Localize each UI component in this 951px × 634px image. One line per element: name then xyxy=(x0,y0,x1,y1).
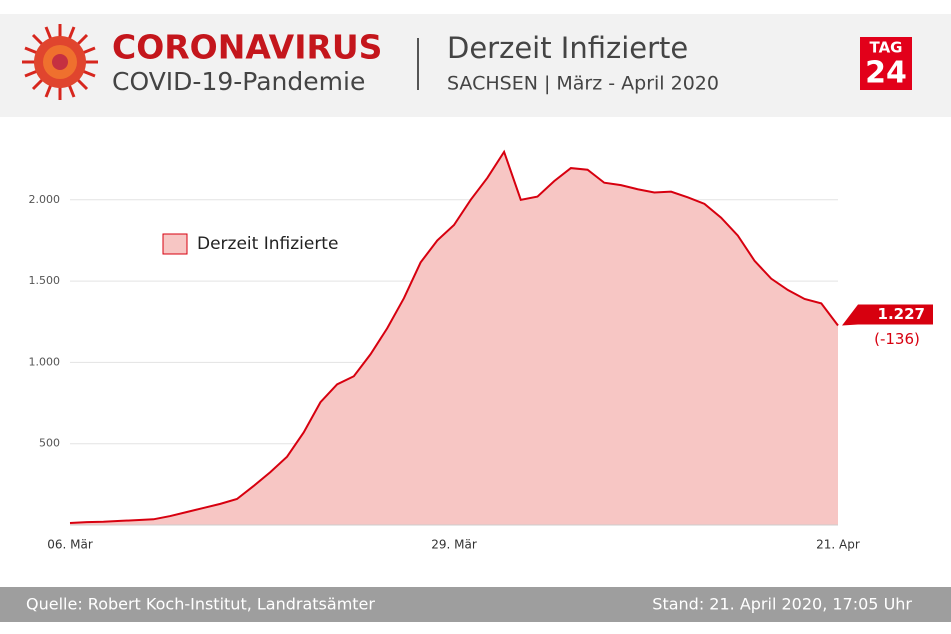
x-tick-label: 29. Mär xyxy=(431,538,477,552)
footer-bg xyxy=(0,587,951,622)
chart-subtitle: SACHSEN | März - April 2020 xyxy=(447,73,719,95)
plot: 500 1.000 1.500 2.000 06. Mär 29. Mär 21. Apr 1… xyxy=(29,149,933,552)
legend-swatch xyxy=(162,233,188,255)
line xyxy=(69,149,839,525)
logo xyxy=(860,37,912,90)
y-tick-label: 2.000 xyxy=(29,193,61,206)
y-tick-label: 500 xyxy=(39,437,60,450)
chart-title: Derzeit Infizierte xyxy=(447,31,688,65)
y-tick-label: 1.000 xyxy=(29,355,61,368)
footer-date: Stand: 21. April 2020, 17:05 Uhr xyxy=(652,595,912,614)
x-tick-label: 21. Apr xyxy=(816,538,860,552)
value-label: 1.227 xyxy=(878,305,925,323)
logo-bottom: 24 xyxy=(865,56,907,91)
logo-top: TAG xyxy=(870,39,903,57)
y-tick-label: 1.500 xyxy=(29,274,61,287)
footer-source: Quelle: Robert Koch-Institut, Landratsäm… xyxy=(26,595,375,614)
header-subtitle: COVID-19-Pandemie xyxy=(112,67,365,96)
value-label-bg xyxy=(842,304,933,326)
annotation: (-136) xyxy=(874,330,920,348)
legend-label: Derzeit Infizierte xyxy=(197,234,338,254)
virus-icon xyxy=(22,24,98,100)
area xyxy=(70,151,838,525)
x-tick-label: 06. Mär xyxy=(47,538,93,552)
header-bg xyxy=(0,14,951,117)
header-title: CORONAVIRUS xyxy=(112,28,382,67)
